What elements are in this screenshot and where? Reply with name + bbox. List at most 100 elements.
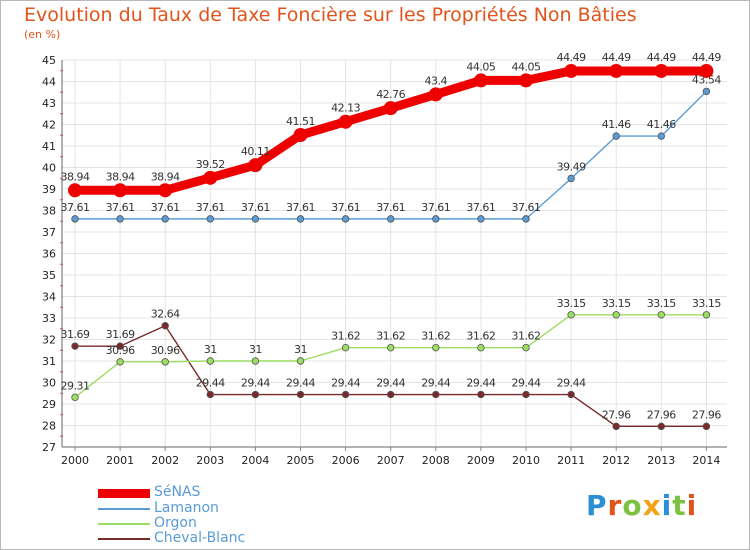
y-tick-label: 32 xyxy=(42,334,56,347)
y-tick-label: 27 xyxy=(42,441,56,454)
legend-swatch-senas xyxy=(98,489,150,498)
y-tick-label: 45 xyxy=(42,54,56,67)
data-label-lamanon: 37.61 xyxy=(151,201,180,214)
y-tick-label: 30 xyxy=(42,377,56,390)
x-tick-label: 2005 xyxy=(287,454,315,467)
data-point-cheval-blanc xyxy=(387,390,395,399)
data-label-senas: 39.52 xyxy=(196,158,225,171)
data-label-orgon: 31.62 xyxy=(421,330,450,343)
x-tick-label: 2008 xyxy=(422,454,450,467)
data-point-orgon xyxy=(296,357,305,365)
legend-swatch-lamanon xyxy=(98,508,150,510)
data-point-cheval-blanc xyxy=(567,390,575,399)
data-label-senas: 38.94 xyxy=(61,170,90,183)
data-point-orgon xyxy=(657,311,665,319)
x-tick-label: 2002 xyxy=(151,454,179,467)
data-label-lamanon: 43.54 xyxy=(692,73,721,86)
logo-letter: t xyxy=(672,489,687,522)
x-tick-label: 2007 xyxy=(377,454,405,467)
x-tick-label: 2010 xyxy=(512,454,540,467)
x-tick-label: 2013 xyxy=(647,454,675,467)
data-point-orgon xyxy=(251,357,260,365)
data-label-senas: 40.11 xyxy=(241,145,270,158)
data-point-orgon xyxy=(612,311,620,319)
data-point-lamanon xyxy=(612,132,620,140)
y-tick-label: 36 xyxy=(42,248,56,261)
data-label-orgon: 31.62 xyxy=(466,330,495,343)
data-label-lamanon: 37.61 xyxy=(421,201,450,214)
data-point-senas xyxy=(609,63,624,78)
data-label-senas: 44.49 xyxy=(692,51,721,64)
data-point-senas xyxy=(564,63,579,78)
data-point-lamanon xyxy=(387,215,395,223)
proxiti-logo: Proxiti xyxy=(586,489,697,522)
data-point-lamanon xyxy=(341,215,350,223)
data-label-orgon: 33.15 xyxy=(602,297,631,310)
data-point-senas xyxy=(699,63,714,78)
data-point-senas xyxy=(293,128,308,143)
data-point-senas xyxy=(383,101,398,116)
data-label-orgon: 30.96 xyxy=(151,344,180,357)
data-point-lamanon xyxy=(432,215,440,223)
y-tick-label: 38 xyxy=(42,205,56,218)
data-label-cheval-blanc: 29.44 xyxy=(557,377,586,390)
data-label-cheval-blanc: 29.44 xyxy=(376,377,405,390)
x-tick-label: 2001 xyxy=(106,454,134,467)
y-tick-label: 40 xyxy=(42,162,56,175)
data-point-senas xyxy=(248,158,263,173)
data-label-cheval-blanc: 27.96 xyxy=(692,408,721,421)
data-point-cheval-blanc xyxy=(477,390,485,399)
data-point-senas xyxy=(203,170,218,185)
data-point-lamanon xyxy=(522,215,530,223)
data-label-lamanon: 37.61 xyxy=(466,201,495,214)
data-label-orgon: 33.15 xyxy=(557,297,586,310)
data-label-cheval-blanc: 29.44 xyxy=(421,377,450,390)
y-tick-label: 42 xyxy=(42,119,56,132)
data-label-cheval-blanc: 29.44 xyxy=(466,377,495,390)
data-label-senas: 41.51 xyxy=(286,115,315,128)
legend-swatch-orgon xyxy=(98,523,150,525)
data-point-lamanon xyxy=(567,174,575,183)
x-tick-label: 2011 xyxy=(557,454,585,467)
data-point-lamanon xyxy=(71,215,79,223)
data-point-cheval-blanc xyxy=(206,390,214,399)
y-tick-label: 29 xyxy=(42,398,56,411)
data-label-senas: 44.49 xyxy=(557,51,586,64)
data-label-senas: 43.4 xyxy=(425,74,448,87)
legend-label-orgon: Orgon xyxy=(154,515,197,531)
data-point-senas xyxy=(338,114,353,129)
data-point-lamanon xyxy=(116,215,124,223)
data-label-orgon: 31 xyxy=(249,343,262,356)
data-point-cheval-blanc xyxy=(522,390,530,399)
data-label-lamanon: 37.61 xyxy=(512,201,541,214)
data-label-lamanon: 37.61 xyxy=(61,201,90,214)
data-point-senas xyxy=(519,73,533,88)
data-label-cheval-blanc: 27.96 xyxy=(647,408,676,421)
data-label-lamanon: 37.61 xyxy=(286,201,315,214)
data-label-senas: 44.49 xyxy=(602,51,631,64)
data-point-lamanon xyxy=(702,87,711,96)
chart-title: Evolution du Taux de Taxe Foncière sur l… xyxy=(24,4,637,26)
data-point-cheval-blanc xyxy=(296,390,305,399)
y-axis-unit-label: (en %) xyxy=(24,28,61,41)
data-point-orgon xyxy=(387,343,395,352)
data-label-cheval-blanc: 32.64 xyxy=(151,308,180,321)
data-point-cheval-blanc xyxy=(341,390,350,399)
y-tick-label: 39 xyxy=(42,183,56,196)
y-tick-label: 35 xyxy=(42,269,56,282)
y-tick-label: 33 xyxy=(42,312,56,325)
data-point-senas xyxy=(113,183,128,198)
legend-swatch-cheval-blanc xyxy=(98,538,150,540)
y-tick-label: 44 xyxy=(42,76,56,89)
x-tick-label: 2009 xyxy=(467,454,495,467)
data-point-cheval-blanc xyxy=(702,422,711,431)
data-point-orgon xyxy=(116,358,124,366)
data-point-cheval-blanc xyxy=(657,422,665,431)
data-label-senas: 44.05 xyxy=(466,60,495,73)
data-label-orgon: 31.62 xyxy=(376,330,405,343)
data-label-lamanon: 37.61 xyxy=(376,201,405,214)
logo-letter: i xyxy=(661,489,673,522)
data-point-orgon xyxy=(206,357,214,365)
data-label-lamanon: 37.61 xyxy=(241,201,270,214)
